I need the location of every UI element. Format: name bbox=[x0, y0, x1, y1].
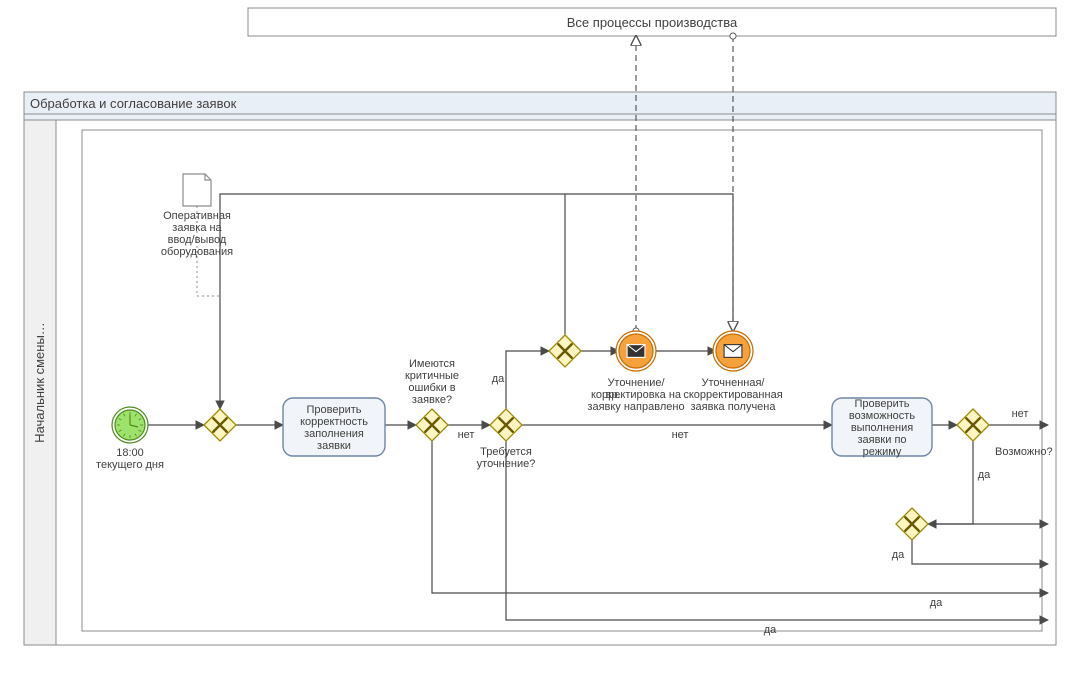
lane-title: Начальник смены… bbox=[32, 322, 47, 443]
edge-label: нет bbox=[458, 429, 475, 441]
edge-label: да bbox=[892, 549, 905, 561]
edge-label: да bbox=[492, 373, 505, 385]
bpmn-diagram: Все процессы производства Обработка и сог… bbox=[0, 0, 1080, 680]
edge-label: вр. bbox=[605, 389, 620, 401]
edge-label: да bbox=[978, 469, 991, 481]
pool-body bbox=[24, 120, 1056, 645]
gateway-label: Возможно? bbox=[995, 446, 1053, 458]
gateway-label: Имеютсякритичныеошибки взаявке? bbox=[405, 358, 459, 406]
edge-label: нет bbox=[1012, 408, 1029, 420]
gateway-label: Требуетсяуточнение? bbox=[477, 446, 536, 470]
participant-label: Все процессы производства bbox=[567, 15, 738, 30]
edge-label: нет bbox=[672, 429, 689, 441]
pool-spacer bbox=[24, 114, 1056, 120]
pool-title: Обработка и согласование заявок bbox=[30, 96, 237, 111]
edge-label: да bbox=[764, 624, 777, 636]
edge-label: да bbox=[930, 597, 943, 609]
data-object bbox=[183, 174, 211, 206]
doc-label: Оперативнаязаявка наввод/выводоборудован… bbox=[161, 210, 233, 258]
